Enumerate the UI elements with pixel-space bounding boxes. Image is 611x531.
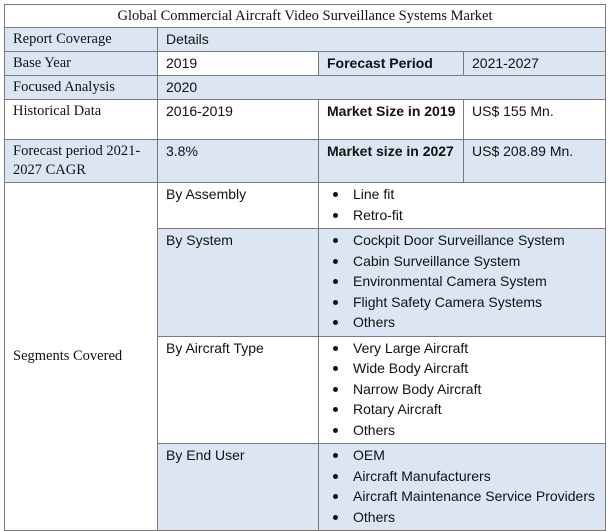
focused-analysis-value: 2020 [156,75,607,100]
segment-list: OEM Aircraft Manufacturers Aircraft Main… [327,446,599,527]
bullet-icon [333,386,338,392]
segment-group-name: By Assembly [157,182,319,229]
list-item: Flight Safety Camera Systems [327,293,599,312]
market-size-2019-value: US$ 155 Mn. [462,99,607,140]
list-item: Aircraft Manufacturers [327,467,599,486]
list-item: Rotary Aircraft [327,400,599,419]
list-item: Retro-fit [327,206,599,225]
focused-analysis-label: Focused Analysis [4,75,158,100]
list-item: Very Large Aircraft [327,339,599,358]
bullet-icon [333,407,338,412]
bullet-icon [333,279,338,284]
list-item: Environmental Camera System [327,272,599,291]
list-item: Wide Body Aircraft [327,359,599,378]
header-row: Report Coverage Details [4,27,607,52]
segment-group-name: By System [157,228,319,337]
segment-items-cell: OEM Aircraft Manufacturers Aircraft Main… [317,443,607,531]
segments-covered-label: Segments Covered [4,182,158,531]
bullet-icon [333,427,338,433]
segment-items-cell: Line fit Retro-fit [317,182,607,229]
list-item: Narrow Body Aircraft [327,380,599,399]
segment-row-aircraft-type: By Aircraft Type Very Large Aircraft Wid… [5,335,607,444]
bullet-icon [333,238,338,243]
bullet-icon [333,366,338,371]
bullet-icon [333,299,338,305]
segment-items-cell: Cockpit Door Surveillance System Cabin S… [317,228,607,337]
bullet-icon [333,453,338,458]
table-title: Global Commercial Aircraft Video Surveil… [3,4,607,28]
bullet-icon [333,192,338,197]
bullet-icon [333,258,338,264]
list-item: Aircraft Maintenance Service Providers [327,487,599,506]
list-item: OEM [327,446,599,465]
segment-row-assembly: Segments Covered By Assembly Line fit Re… [4,182,607,531]
bullet-icon [333,494,338,499]
segment-items-cell: Very Large Aircraft Wide Body Aircraft N… [317,335,607,444]
base-year-value: 2019 [157,51,319,76]
list-item: Line fit [327,185,599,204]
forecast-period-value: 2021-2027 [462,51,607,76]
base-year-row: Base Year 2019 Forecast Period 2021-2027 [4,51,607,76]
header-details: Details [156,27,607,52]
bullet-icon [333,212,338,218]
title-row: Global Commercial Aircraft Video Surveil… [3,4,607,28]
market-size-2027-label: Market size in 2027 [318,139,464,183]
segment-row-system: By System Cockpit Door Surveillance Syst… [5,228,607,337]
segment-list: Cockpit Door Surveillance System Cabin S… [327,231,599,332]
market-size-2019-label: Market Size in 2019 [318,99,464,140]
bullet-icon [333,473,338,479]
segment-group-name: By End User [157,443,319,531]
bullet-icon [333,320,338,325]
list-item: Others [327,421,599,440]
cagr-value: 3.8% [157,139,319,183]
segment-list: Very Large Aircraft Wide Body Aircraft N… [327,339,599,440]
list-item: Others [327,313,599,332]
historical-row: Historical Data 2016-2019 Market Size in… [4,99,607,140]
segment-row-end-user: By End User OEM Aircraft Manufacturers A… [5,443,607,531]
historical-value: 2016-2019 [157,99,319,140]
cagr-label: Forecast period 2021-2027 CAGR [4,139,158,183]
segment-list: Line fit Retro-fit [327,185,599,225]
market-size-2027-value: US$ 208.89 Mn. [462,139,607,183]
list-item: Cabin Surveillance System [327,252,599,271]
list-item: Cockpit Door Surveillance System [327,231,599,250]
bullet-icon [333,514,338,520]
forecast-period-label: Forecast Period [318,51,464,76]
bullet-icon [333,345,338,351]
focused-analysis-row: Focused Analysis 2020 [4,75,607,100]
cagr-row: Forecast period 2021-2027 CAGR 3.8% Mark… [4,139,607,183]
header-report-coverage: Report Coverage [4,27,158,52]
segment-group-name: By Aircraft Type [157,335,319,444]
list-item: Others [327,508,599,527]
base-year-label: Base Year [4,51,158,76]
market-report-table: Global Commercial Aircraft Video Surveil… [3,4,607,531]
historical-label: Historical Data [4,99,158,140]
